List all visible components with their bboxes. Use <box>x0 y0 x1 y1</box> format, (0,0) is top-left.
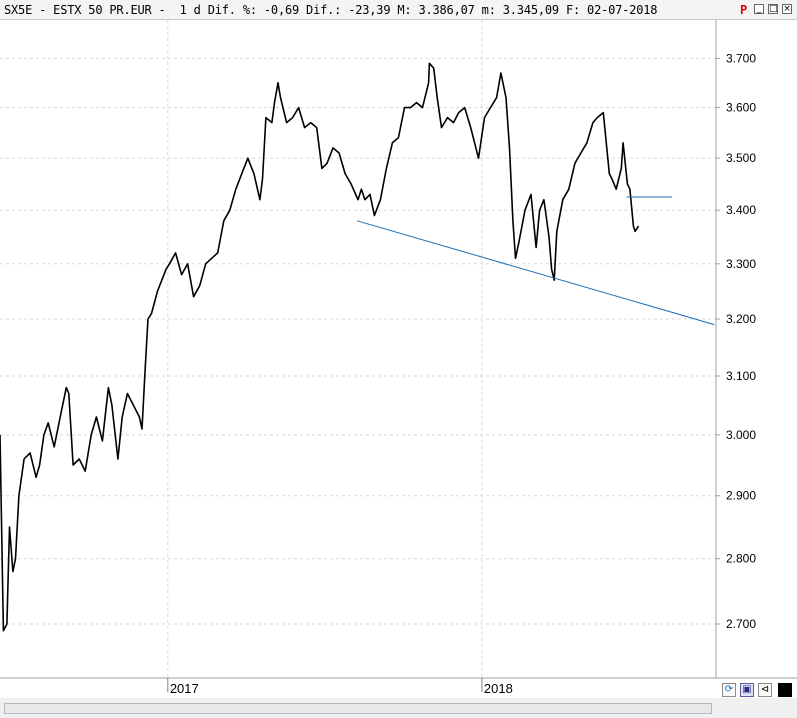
y-tick-label: 3.600 <box>726 101 756 115</box>
close-icon: × <box>783 4 791 14</box>
y-tick-label: 2.700 <box>726 617 756 631</box>
refresh-tool[interactable]: ⟳ <box>722 683 736 697</box>
color-tool[interactable] <box>778 683 792 697</box>
y-tick-label: 3.700 <box>726 51 756 65</box>
price-chart: 2.700 2.800 2.900 3.000 3.100 3.200 3.300 3.400… <box>0 20 797 698</box>
minimize-button[interactable]: _ <box>754 4 764 14</box>
save-icon: ▣ <box>742 684 752 695</box>
price-line <box>0 62 640 632</box>
chart-area: 2.700 2.800 2.900 3.000 3.100 3.200 3.300 3.400… <box>0 20 797 702</box>
y-tick-label: 3.100 <box>726 369 756 383</box>
y-tick-label: 3.400 <box>726 203 756 217</box>
x-tick-labels: 2017 2018 <box>167 678 513 696</box>
support-trendline <box>356 220 715 326</box>
pin-icon: ⊲ <box>760 684 770 695</box>
y-tick-label: 3.500 <box>726 151 756 165</box>
series-layer <box>0 62 715 632</box>
y-tick-labels: 2.700 2.800 2.900 3.000 3.100 3.200 3.300 3.400… <box>716 51 756 631</box>
horizontal-scrollbar[interactable] <box>4 703 712 714</box>
y-tick-label: 2.800 <box>726 552 756 566</box>
minimize-icon: _ <box>756 4 762 14</box>
y-tick-label: 2.900 <box>726 489 756 503</box>
x-tick-label: 2017 <box>170 681 199 696</box>
y-tick-label: 3.200 <box>726 312 756 326</box>
chart-background <box>0 20 797 698</box>
close-button[interactable]: × <box>782 4 792 14</box>
save-tool[interactable]: ▣ <box>740 683 754 697</box>
window-title: SX5E - ESTX 50 PR.EUR - 1 d Dif. %: -0,6… <box>4 3 658 17</box>
pin-tool[interactable]: ⊲ <box>758 683 772 697</box>
x-tick-label: 2018 <box>484 681 513 696</box>
y-tick-label: 3.000 <box>726 428 756 442</box>
title-bar: SX5E - ESTX 50 PR.EUR - 1 d Dif. %: -0,6… <box>0 0 797 20</box>
refresh-icon: ⟳ <box>724 684 734 695</box>
y-tick-label: 3.300 <box>726 257 756 271</box>
maximize-icon: □ <box>769 4 778 14</box>
maximize-button[interactable]: □ <box>768 4 778 14</box>
status-flag: P <box>740 3 748 17</box>
